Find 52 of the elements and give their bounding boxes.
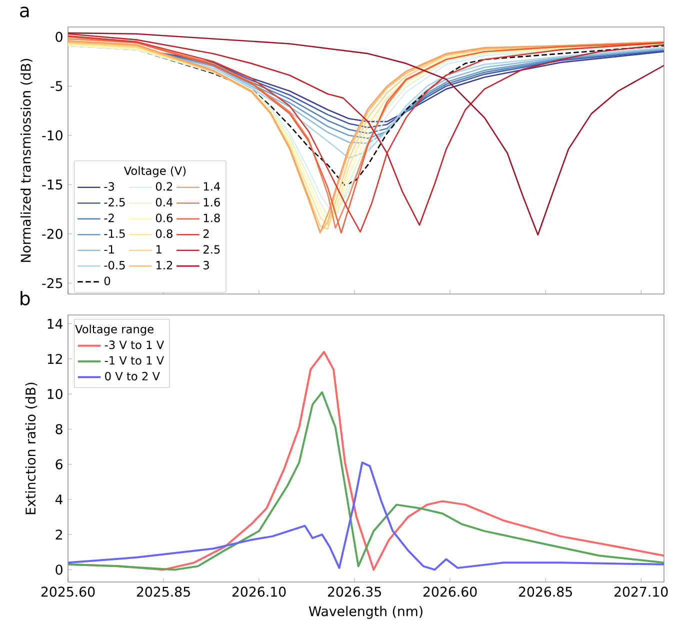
y-tick-label: -15 (42, 180, 62, 190)
y-tick-label: 0 (56, 564, 62, 575)
x-axis-title: Wavelength (nm) (308, 606, 422, 619)
legend-label: 1.2 (156, 260, 172, 270)
line-series (68, 391, 664, 571)
legend-label: -3 (104, 182, 114, 191)
y-tick-label: 6 (56, 459, 62, 470)
legend-label: 1.8 (204, 214, 220, 222)
legend-label: -1.5 (104, 229, 125, 238)
legend-label: 1.6 (204, 198, 220, 206)
y-axis-title: Normalized transmiossion (dB) (20, 58, 32, 262)
legend-label: 0 V to 2 V (105, 372, 160, 380)
legend-title: Voltage (V) (124, 166, 186, 178)
x-tick-label: 2026.10 (232, 586, 286, 597)
y-tick-label: 0 (56, 32, 62, 42)
y-tick-label: -20 (42, 228, 62, 239)
legend-label: 1.4 (204, 182, 220, 191)
y-axis-title: Extinction ratio (dB) (25, 382, 38, 514)
x-tick-label: 2026.85 (518, 586, 572, 597)
legend-label: 1 (156, 245, 162, 254)
legend-label: 2 (203, 229, 209, 238)
legend-label: 0.6 (156, 214, 173, 222)
legend-label: -0.5 (104, 260, 125, 270)
y-tick-label: 14 (48, 318, 63, 329)
x-tick-label: 2025.60 (41, 586, 95, 597)
legend-label: 0.4 (156, 198, 173, 206)
legend-label: -3 V to 1 V (104, 340, 164, 350)
x-tick-label: 2027.10 (614, 586, 668, 597)
legend-label: -1 V to 1 V (104, 356, 164, 365)
y-tick-label: 10 (48, 388, 62, 400)
legend-label: -2 (104, 214, 114, 222)
legend-title: Voltage range (75, 324, 154, 336)
y-tick-label: 8 (56, 424, 62, 434)
legend-label: -1 (104, 245, 114, 254)
chart-title: b (20, 290, 30, 306)
legend-label: 0 (104, 276, 110, 286)
x-tick-label: 2026.35 (328, 586, 381, 597)
x-tick-label: 2026.60 (423, 586, 477, 597)
y-tick-label: -10 (42, 130, 62, 140)
y-tick-label: -5 (50, 81, 62, 92)
y-tick-label: -25 (42, 278, 62, 288)
chart-title: a (20, 6, 29, 18)
y-tick-label: 2 (56, 530, 62, 540)
y-tick-label: 4 (55, 494, 63, 504)
line-series (68, 462, 664, 571)
legend-label: 2.5 (203, 245, 220, 254)
y-tick-label: 12 (48, 354, 62, 364)
legend-label: 3 (204, 260, 209, 270)
legend-label: -2.5 (104, 198, 125, 206)
legend-label: 0.8 (156, 229, 172, 238)
legend-label: 0.2 (156, 182, 172, 191)
x-tick-label: 2025.85 (136, 586, 190, 597)
